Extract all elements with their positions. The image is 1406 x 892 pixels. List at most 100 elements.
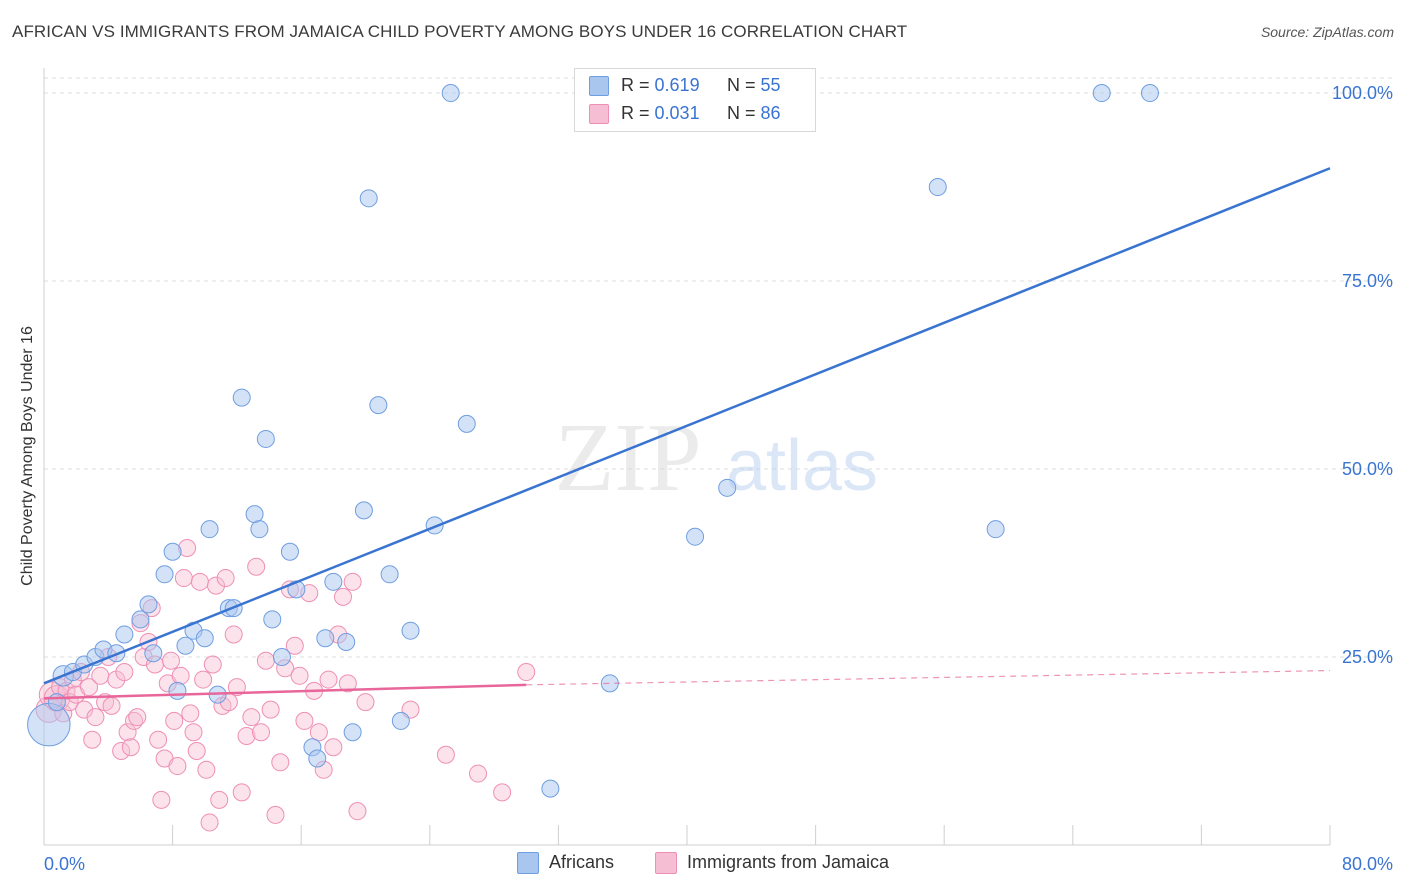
data-point-jamaica	[190, 572, 209, 591]
legend-r-value-jamaica: 0.031	[654, 103, 700, 123]
data-point-africans	[316, 629, 335, 648]
data-point-africans	[380, 565, 399, 584]
trend-line-jamaica-extension	[526, 669, 1331, 686]
data-point-jamaica	[168, 757, 187, 776]
data-point-africans	[337, 632, 356, 651]
data-point-jamaica	[203, 655, 222, 674]
y-axis-title: Child Poverty Among Boys Under 16	[19, 326, 36, 586]
data-point-jamaica	[184, 723, 203, 742]
data-point-africans	[27, 702, 71, 747]
data-point-jamaica	[493, 783, 512, 802]
data-point-jamaica	[75, 700, 94, 719]
legend-n-label: N =	[727, 103, 756, 123]
legend-swatch-africans	[589, 76, 609, 97]
data-point-jamaica	[216, 569, 235, 588]
trend-line-jamaica	[43, 683, 527, 700]
data-point-jamaica	[86, 708, 105, 727]
data-point-africans	[354, 501, 373, 520]
data-point-jamaica	[309, 723, 328, 742]
data-point-africans	[686, 527, 705, 546]
watermark-atlas: atlas	[726, 426, 878, 506]
data-point-jamaica	[194, 670, 213, 689]
data-point-jamaica	[256, 651, 275, 670]
data-point-jamaica	[242, 708, 261, 727]
legend-swatch-jamaica	[655, 852, 677, 875]
data-point-africans	[391, 711, 410, 730]
data-point-africans	[155, 565, 174, 584]
data-point-africans	[139, 595, 158, 614]
legend-item-africans[interactable]: Africans	[516, 852, 614, 875]
data-point-jamaica	[118, 723, 137, 742]
data-point-jamaica	[197, 760, 216, 779]
data-point-jamaica	[102, 696, 121, 715]
data-point-jamaica	[187, 742, 206, 761]
legend-item-jamaica[interactable]: Immigrants from Jamaica	[655, 852, 890, 875]
data-point-jamaica	[356, 693, 375, 712]
data-point-africans	[928, 178, 947, 197]
legend-swatch-africans	[516, 852, 539, 875]
data-point-africans	[401, 621, 420, 640]
data-point-jamaica	[295, 711, 314, 730]
tick-labels: 25.0% 50.0% 75.0% 100.0% 0.0% 80.0%	[44, 83, 1393, 874]
data-point-africans	[263, 610, 282, 629]
data-point-jamaica	[152, 790, 171, 809]
data-point-jamaica	[91, 666, 110, 685]
data-point-africans	[324, 572, 343, 591]
data-point-jamaica	[469, 764, 488, 783]
data-point-africans	[195, 629, 214, 648]
data-point-jamaica	[80, 678, 99, 697]
data-point-africans	[359, 189, 378, 208]
legend-label-jamaica: Immigrants from Jamaica	[687, 852, 890, 872]
data-point-jamaica	[343, 572, 362, 591]
data-point-africans	[131, 610, 150, 629]
data-point-africans	[163, 542, 182, 561]
data-point-africans	[457, 414, 476, 433]
legend-label-africans: Africans	[548, 852, 614, 872]
data-point-jamaica	[324, 738, 343, 757]
y-tick-label: 100.0%	[1332, 83, 1393, 103]
data-point-africans	[986, 520, 1005, 539]
data-point-africans	[176, 636, 195, 655]
data-point-jamaica	[232, 783, 251, 802]
data-point-africans	[369, 396, 388, 415]
data-point-jamaica	[348, 802, 367, 821]
data-point-jamaica	[237, 726, 256, 745]
data-point-africans	[718, 478, 737, 497]
data-point-jamaica	[247, 557, 266, 576]
data-point-africans	[168, 681, 187, 700]
source-label: Source: ZipAtlas.com	[1260, 24, 1394, 40]
data-point-africans	[47, 693, 66, 712]
watermark-zip: ZIP	[555, 404, 702, 512]
data-point-jamaica	[290, 666, 309, 685]
series-legend: Africans Immigrants from Jamaica	[0, 852, 1406, 875]
data-point-jamaica	[121, 738, 140, 757]
data-point-jamaica	[252, 723, 271, 742]
data-point-africans	[256, 429, 275, 448]
y-tick-label: 25.0%	[1342, 647, 1393, 667]
data-point-jamaica	[319, 670, 338, 689]
data-point-jamaica	[115, 663, 134, 682]
trend-lines	[43, 167, 1331, 700]
data-point-jamaica	[338, 674, 357, 693]
data-point-jamaica	[128, 708, 147, 727]
data-point-jamaica	[224, 625, 243, 644]
data-point-jamaica	[83, 730, 102, 749]
x-tick-label-min: 0.0%	[44, 854, 85, 874]
trend-line-africans	[43, 167, 1331, 685]
data-point-jamaica	[165, 711, 184, 730]
x-tick-label-max: 80.0%	[1342, 854, 1393, 874]
y-tick-label: 75.0%	[1342, 271, 1393, 291]
data-point-africans	[1092, 84, 1111, 103]
series-jamaica-points	[35, 538, 536, 832]
data-point-jamaica	[517, 663, 536, 682]
data-point-africans	[115, 625, 134, 644]
watermark: ZIP atlas	[555, 404, 879, 512]
legend-row-africans: R = 0.619 N = 55	[589, 75, 781, 97]
data-point-africans	[343, 723, 362, 742]
data-point-jamaica	[181, 704, 200, 723]
grid-lines	[44, 77, 1392, 658]
data-point-jamaica	[261, 700, 280, 719]
data-point-jamaica	[271, 753, 290, 772]
data-point-jamaica	[285, 636, 304, 655]
